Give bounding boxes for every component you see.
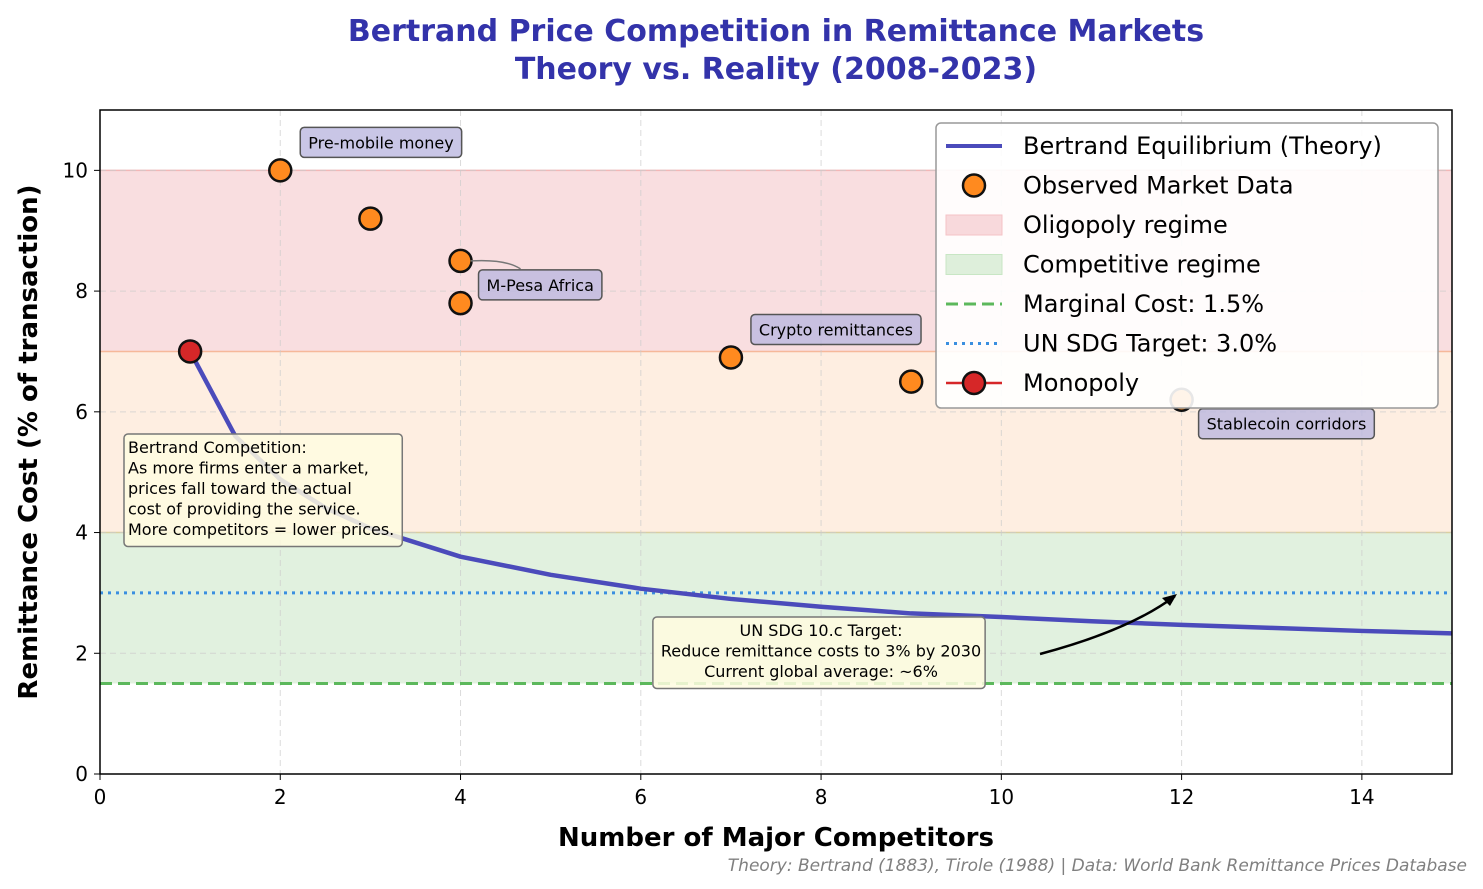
bertrand-annotation-line: cost of providing the service. xyxy=(128,500,361,519)
y-tick-label: 0 xyxy=(75,762,88,786)
legend-label: Observed Market Data xyxy=(1023,172,1294,200)
bertrand-annotation-box xyxy=(123,433,404,548)
bertrand-annotation-line: Bertrand Competition: xyxy=(128,438,307,457)
legend-marker xyxy=(945,214,1003,236)
bertrand-annotation-line: More competitors = lower prices. xyxy=(128,520,394,539)
observed-point xyxy=(898,369,924,394)
observed-point xyxy=(448,290,473,316)
legend-label: Oligopoly regime xyxy=(1023,211,1228,239)
x-tick-label: 2 xyxy=(274,785,287,809)
x-tick-label: 14 xyxy=(1349,785,1374,809)
label-leader xyxy=(470,259,521,270)
point-label-box xyxy=(299,126,463,159)
legend-marker xyxy=(961,173,987,198)
y-tick-label: 10 xyxy=(63,158,88,182)
x-tick-label: 12 xyxy=(1169,785,1194,809)
chart-title-line2: Theory vs. Reality (2008-2023) xyxy=(515,52,1037,87)
point-label: M-Pesa Africa xyxy=(487,276,594,295)
legend-label: Marginal Cost: 1.5% xyxy=(1023,290,1264,318)
x-axis-label: Number of Major Competitors xyxy=(558,823,994,853)
y-tick-label: 4 xyxy=(75,521,88,545)
legend-label: Competitive regime xyxy=(1023,251,1261,279)
x-tick-label: 8 xyxy=(815,785,828,809)
bertrand-annotation-line: As more firms enter a market, xyxy=(128,459,369,478)
chart-title-line1: Bertrand Price Competition in Remittance… xyxy=(348,14,1204,49)
point-label-box xyxy=(750,313,922,346)
observed-point xyxy=(358,206,383,231)
sdg-annotation-box xyxy=(652,616,986,690)
observed-point xyxy=(268,158,293,183)
observed-point xyxy=(718,345,744,370)
point-label: Pre-mobile money xyxy=(308,133,453,152)
y-axis-label: Remittance Cost (% of transaction) xyxy=(14,184,44,699)
x-tick-label: 10 xyxy=(989,785,1014,809)
legend-marker xyxy=(961,370,987,396)
sdg-annotation: UN SDG 10.c Target: Reduce remittance cos… xyxy=(652,616,986,690)
bertrand-annotation: Bertrand Competition: As more firms enter… xyxy=(123,433,404,548)
bertrand-annotation-line: prices fall toward the actual xyxy=(128,479,352,498)
sdg-arrowhead xyxy=(1162,594,1177,606)
legend-marker xyxy=(945,254,1003,275)
legend-label: Bertrand Equilibrium (Theory) xyxy=(1023,132,1382,160)
observed-point xyxy=(448,248,473,274)
x-tick-label: 0 xyxy=(94,785,107,809)
legend-label: Monopoly xyxy=(1023,369,1139,397)
sdg-arrow xyxy=(1039,595,1176,656)
legend-label: UN SDG Target: 3.0% xyxy=(1023,330,1277,358)
point-label: Crypto remittances xyxy=(759,320,913,339)
y-tick-label: 6 xyxy=(75,400,88,424)
sdg-annotation-line: UN SDG 10.c Target: xyxy=(740,621,903,640)
point-label-box xyxy=(477,269,603,301)
legend: Bertrand Equilibrium (Theory) Observed Ma… xyxy=(935,122,1439,409)
legend-box xyxy=(935,122,1439,409)
credit-text: Theory: Bertrand (1883), Tirole (1988) |… xyxy=(728,856,1467,876)
axes-frame xyxy=(99,109,1453,775)
x-tick-label: 6 xyxy=(634,785,647,809)
x-tick-label: 4 xyxy=(454,785,467,809)
sdg-annotation-line: Current global average: ~6% xyxy=(704,662,938,681)
y-tick-label: 8 xyxy=(75,279,88,303)
y-tick-label: 2 xyxy=(75,641,88,665)
sdg-annotation-line: Reduce remittance costs to 3% by 2030 xyxy=(661,642,981,661)
point-label: Stablecoin corridors xyxy=(1207,415,1367,434)
monopoly-point xyxy=(177,339,203,364)
